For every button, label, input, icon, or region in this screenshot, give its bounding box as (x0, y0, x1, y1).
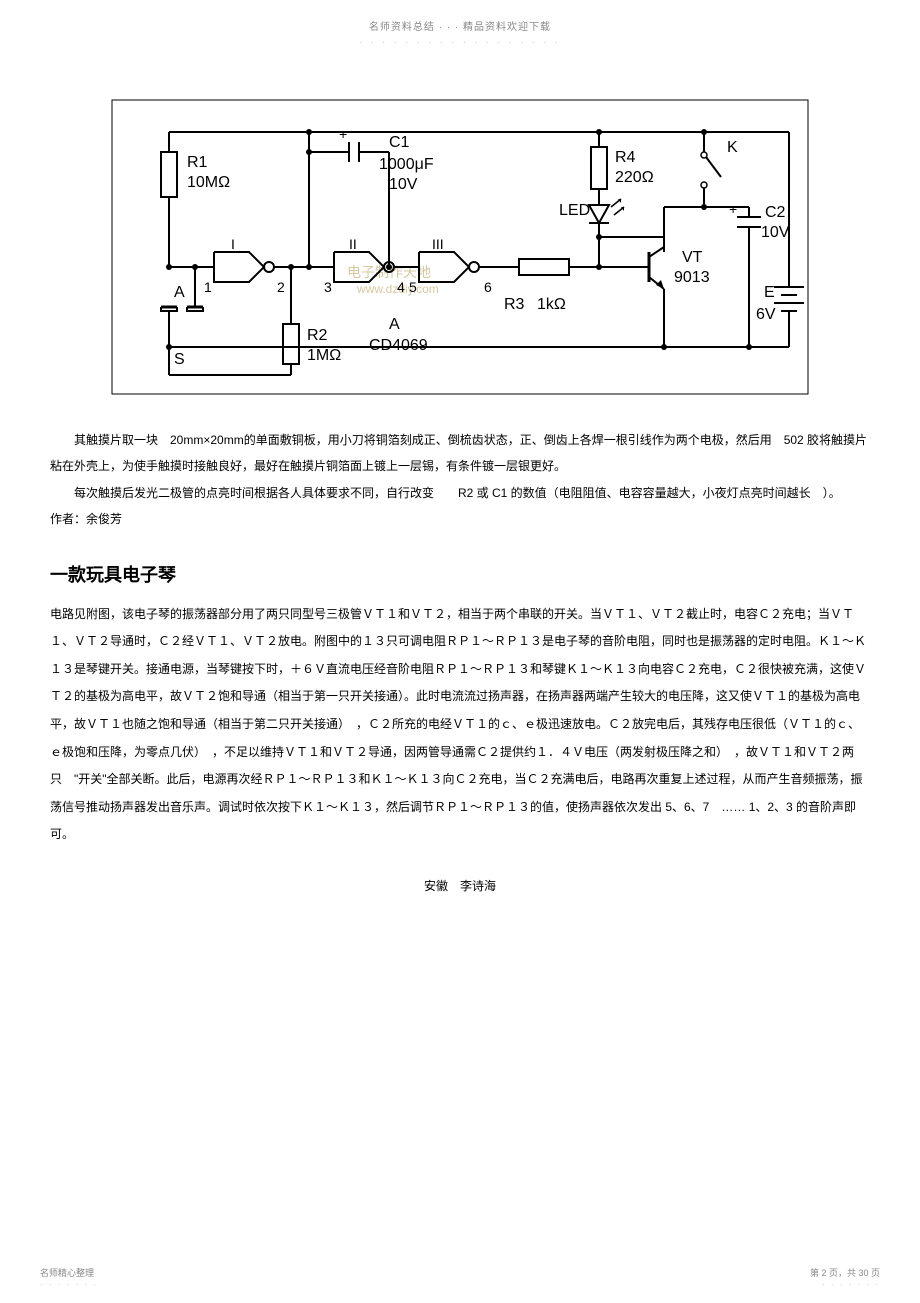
r1-value: 10MΩ (187, 174, 230, 191)
ic-a-label: A (389, 316, 400, 333)
k-label: K (727, 139, 738, 156)
footer-left: 名师精心整理 (40, 1266, 94, 1279)
gate1: I (231, 236, 235, 252)
e-label: E (764, 284, 775, 301)
header-note: 名师资料总结 · · · 精品资料欢迎下载 (40, 0, 880, 37)
pin1: 1 (204, 279, 212, 295)
s-label: S (174, 351, 185, 368)
r3-value: 1kΩ (537, 296, 566, 313)
r1-label: R1 (187, 154, 208, 171)
section-2-title: 一款玩具电子琴 (50, 561, 870, 587)
e-value: 6V (756, 306, 776, 323)
c2-label: C2 (765, 204, 786, 221)
gate2: II (349, 236, 357, 252)
gate3: III (432, 236, 444, 252)
circuit-diagram: R1 10MΩ A S 1 I 2 电子制作天地 www.dzdiy.com (109, 97, 811, 397)
pin6: 6 (484, 279, 492, 295)
paragraph-2: 每次触摸后发光二极管的点亮时间根据各人具体要求不同，自行改变 R2 或 C1 的… (50, 480, 870, 506)
vt-model: 9013 (674, 269, 710, 286)
r2-value: 1MΩ (307, 347, 341, 364)
vt-label: VT (682, 249, 703, 266)
led-label: LED (559, 202, 590, 219)
r4-value: 220Ω (615, 169, 654, 186)
footer-left-dots: · · · · · · · (40, 1280, 98, 1289)
a-label: A (174, 284, 185, 301)
c1-val1: 1000μF (379, 156, 434, 173)
footer-right: 第 2 页，共 30 页 (810, 1266, 880, 1279)
pin4: 4 (397, 279, 405, 295)
pin3: 3 (324, 279, 332, 295)
ic-label: CD4069 (369, 337, 428, 354)
r3-label: R3 (504, 296, 525, 313)
paragraph-1: 其触摸片取一块 20mm×20mm的单面敷铜板，用小刀将铜箔刻成正、倒梳齿状态，… (50, 427, 870, 480)
header-dots: · · · · · · · · · · · · · · · · · · (40, 37, 880, 47)
c1-plus: + (339, 126, 347, 142)
r4-label: R4 (615, 149, 636, 166)
c2-plus: + (729, 201, 737, 217)
pin5: 5 (409, 279, 417, 295)
r2-label: R2 (307, 327, 328, 344)
c1-label: C1 (389, 134, 410, 151)
section-2-author: 安徽 李诗海 (40, 877, 880, 894)
c2-value: 10V (761, 224, 790, 241)
paragraph-3-author: 作者：余俊芳 (50, 506, 870, 532)
c1-val2: 10V (389, 176, 418, 193)
footer-right-dots: · · · · · · · (822, 1280, 880, 1289)
pin2: 2 (277, 279, 285, 295)
section-2-body: 电路见附图，该电子琴的振荡器部分用了两只同型号三极管ＶＴ１和ＶＴ２，相当于两个串… (50, 601, 870, 849)
